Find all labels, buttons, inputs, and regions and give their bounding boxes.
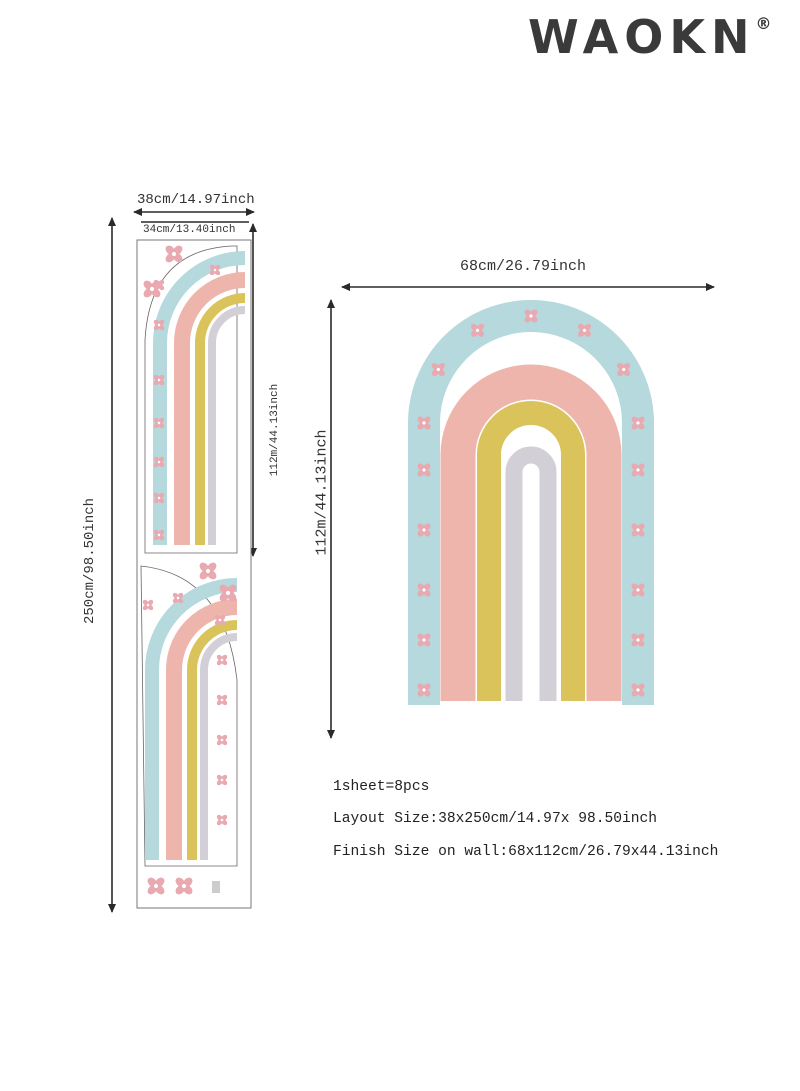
flower-icon bbox=[417, 523, 431, 537]
flower-icon bbox=[153, 374, 165, 386]
piece-height-label: 112m/44.13inch bbox=[269, 383, 281, 477]
bottom-piece-band-0 bbox=[145, 578, 238, 860]
flower-icon bbox=[631, 683, 645, 697]
top-piece-band-2 bbox=[195, 293, 246, 545]
flower-icon bbox=[631, 416, 645, 430]
rainbow-band-yellow bbox=[477, 401, 585, 701]
flower-icon bbox=[142, 599, 154, 611]
flower-icon bbox=[175, 877, 193, 895]
flower-icon bbox=[216, 814, 228, 826]
rainbow-band-grey bbox=[505, 446, 557, 701]
registered-mark: ® bbox=[755, 14, 772, 33]
bottom-piece-band-2 bbox=[187, 620, 238, 860]
flower-icon bbox=[172, 592, 184, 604]
flower-icon bbox=[471, 323, 484, 337]
flower-icon bbox=[209, 264, 221, 276]
flower-icon bbox=[153, 319, 165, 331]
flower-icon bbox=[631, 523, 645, 537]
bottom-piece-band-1 bbox=[166, 599, 238, 860]
flower-icon bbox=[417, 683, 431, 697]
flower-icon bbox=[147, 877, 165, 895]
spec-quantity: 1sheet=8pcs bbox=[333, 779, 430, 795]
flower-icon bbox=[143, 280, 161, 298]
rainbow-band-pink bbox=[440, 364, 622, 701]
top-piece-band-0 bbox=[153, 251, 246, 545]
flower-icon bbox=[578, 323, 591, 337]
logo-text: WAOKN bbox=[528, 10, 756, 64]
sheet-barcode bbox=[212, 881, 220, 893]
finished-rainbow bbox=[408, 300, 654, 705]
flower-icon bbox=[216, 694, 228, 706]
sheet-rainbow-pieces bbox=[142, 245, 246, 895]
inner-width-label: 34cm/13.40inch bbox=[143, 224, 236, 236]
flower-icon bbox=[216, 654, 228, 666]
spec-finish-size: Finish Size on wall:68x112cm/26.79x44.13… bbox=[333, 844, 719, 860]
flower-icon bbox=[153, 417, 165, 429]
flower-icon bbox=[199, 562, 217, 580]
flower-icon bbox=[165, 245, 183, 263]
top-piece-band-1 bbox=[174, 272, 246, 545]
sheet-height-label: 250cm/98.50inch bbox=[82, 497, 98, 624]
rainbow-height-label: 112m/44.13inch bbox=[313, 429, 331, 556]
spec-layout-size: Layout Size:38x250cm/14.97x 98.50inch bbox=[333, 811, 658, 827]
flower-icon bbox=[216, 734, 228, 746]
flower-icon bbox=[153, 456, 165, 468]
brand-logo: WAOKN® bbox=[528, 10, 772, 64]
flower-icon bbox=[214, 614, 226, 626]
flower-icon bbox=[417, 463, 431, 477]
top-piece-band-3 bbox=[208, 306, 246, 545]
flower-icon bbox=[153, 529, 165, 541]
flower-icon bbox=[153, 492, 165, 504]
flower-icon bbox=[216, 774, 228, 786]
flower-icon bbox=[431, 363, 445, 376]
sheet-piece-top-outline bbox=[144, 245, 238, 554]
flower-icon bbox=[617, 363, 631, 376]
flower-icon bbox=[631, 583, 645, 597]
flower-icon bbox=[219, 584, 237, 602]
flower-icon bbox=[417, 583, 431, 597]
bottom-piece-band-3 bbox=[200, 633, 238, 860]
sheet-width-label: 38cm/14.97inch bbox=[137, 192, 255, 208]
flower-icon bbox=[417, 633, 431, 647]
rainbow-width-label: 68cm/26.79inch bbox=[460, 258, 587, 275]
flower-icon bbox=[417, 416, 431, 430]
flower-icon bbox=[631, 463, 645, 477]
flower-icon bbox=[524, 309, 538, 323]
flower-icon bbox=[631, 633, 645, 647]
